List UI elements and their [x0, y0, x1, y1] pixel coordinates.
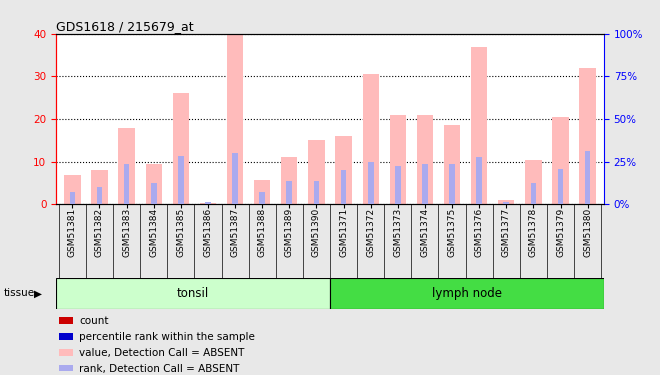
Bar: [227, 34, 244, 204]
Bar: [585, 152, 591, 204]
Bar: [56, 278, 330, 309]
Bar: [525, 160, 541, 204]
Text: GSM51372: GSM51372: [366, 208, 375, 257]
Text: GSM51385: GSM51385: [176, 208, 185, 257]
Bar: [205, 202, 211, 204]
Bar: [286, 182, 292, 204]
Bar: [69, 192, 75, 204]
Bar: [444, 126, 460, 204]
Bar: [173, 93, 189, 204]
Text: GSM51381: GSM51381: [68, 208, 77, 257]
Text: GSM51377: GSM51377: [502, 208, 511, 257]
Bar: [330, 278, 604, 309]
Text: GSM51375: GSM51375: [447, 208, 457, 257]
Text: GSM51380: GSM51380: [583, 208, 592, 257]
Text: GSM51388: GSM51388: [257, 208, 267, 257]
Bar: [124, 164, 129, 204]
Text: ▶: ▶: [34, 288, 42, 298]
Bar: [395, 166, 401, 204]
Bar: [579, 68, 596, 204]
Bar: [232, 153, 238, 204]
Text: GSM51371: GSM51371: [339, 208, 348, 257]
Bar: [119, 128, 135, 204]
Bar: [59, 317, 73, 324]
Bar: [368, 162, 374, 204]
Text: GSM51386: GSM51386: [203, 208, 213, 257]
Bar: [477, 158, 482, 204]
Bar: [59, 365, 73, 372]
Bar: [389, 115, 406, 204]
Bar: [531, 183, 536, 204]
Bar: [558, 168, 564, 204]
Text: GSM51390: GSM51390: [312, 208, 321, 257]
Bar: [341, 170, 346, 204]
Bar: [59, 333, 73, 340]
Text: GSM51374: GSM51374: [420, 208, 430, 257]
Bar: [504, 202, 509, 204]
Bar: [422, 164, 428, 204]
Bar: [449, 164, 455, 204]
Bar: [200, 203, 216, 204]
Bar: [552, 117, 569, 204]
Text: GSM51373: GSM51373: [393, 208, 403, 257]
Bar: [91, 170, 108, 204]
Bar: [498, 200, 514, 204]
Text: tonsil: tonsil: [177, 287, 209, 300]
Text: percentile rank within the sample: percentile rank within the sample: [79, 332, 255, 342]
Bar: [362, 74, 379, 204]
Bar: [254, 180, 271, 204]
Bar: [335, 136, 352, 204]
Text: GSM51384: GSM51384: [149, 208, 158, 257]
Text: GSM51383: GSM51383: [122, 208, 131, 257]
Text: tissue: tissue: [3, 288, 34, 298]
Text: GSM51378: GSM51378: [529, 208, 538, 257]
Bar: [59, 349, 73, 356]
Text: lymph node: lymph node: [432, 287, 502, 300]
Text: GSM51389: GSM51389: [285, 208, 294, 257]
Text: count: count: [79, 315, 109, 326]
Bar: [151, 183, 156, 204]
Text: value, Detection Call = ABSENT: value, Detection Call = ABSENT: [79, 348, 244, 358]
Bar: [471, 46, 487, 204]
Text: rank, Detection Call = ABSENT: rank, Detection Call = ABSENT: [79, 364, 240, 374]
Bar: [96, 188, 102, 204]
Bar: [416, 115, 433, 204]
Bar: [308, 140, 325, 204]
Bar: [314, 182, 319, 204]
Bar: [146, 164, 162, 204]
Bar: [281, 158, 298, 204]
Bar: [64, 174, 81, 204]
Bar: [178, 156, 183, 204]
Text: GSM51376: GSM51376: [475, 208, 484, 257]
Text: GDS1618 / 215679_at: GDS1618 / 215679_at: [56, 20, 194, 33]
Text: GSM51382: GSM51382: [95, 208, 104, 257]
Text: GSM51387: GSM51387: [230, 208, 240, 257]
Bar: [259, 192, 265, 204]
Text: GSM51379: GSM51379: [556, 208, 565, 257]
